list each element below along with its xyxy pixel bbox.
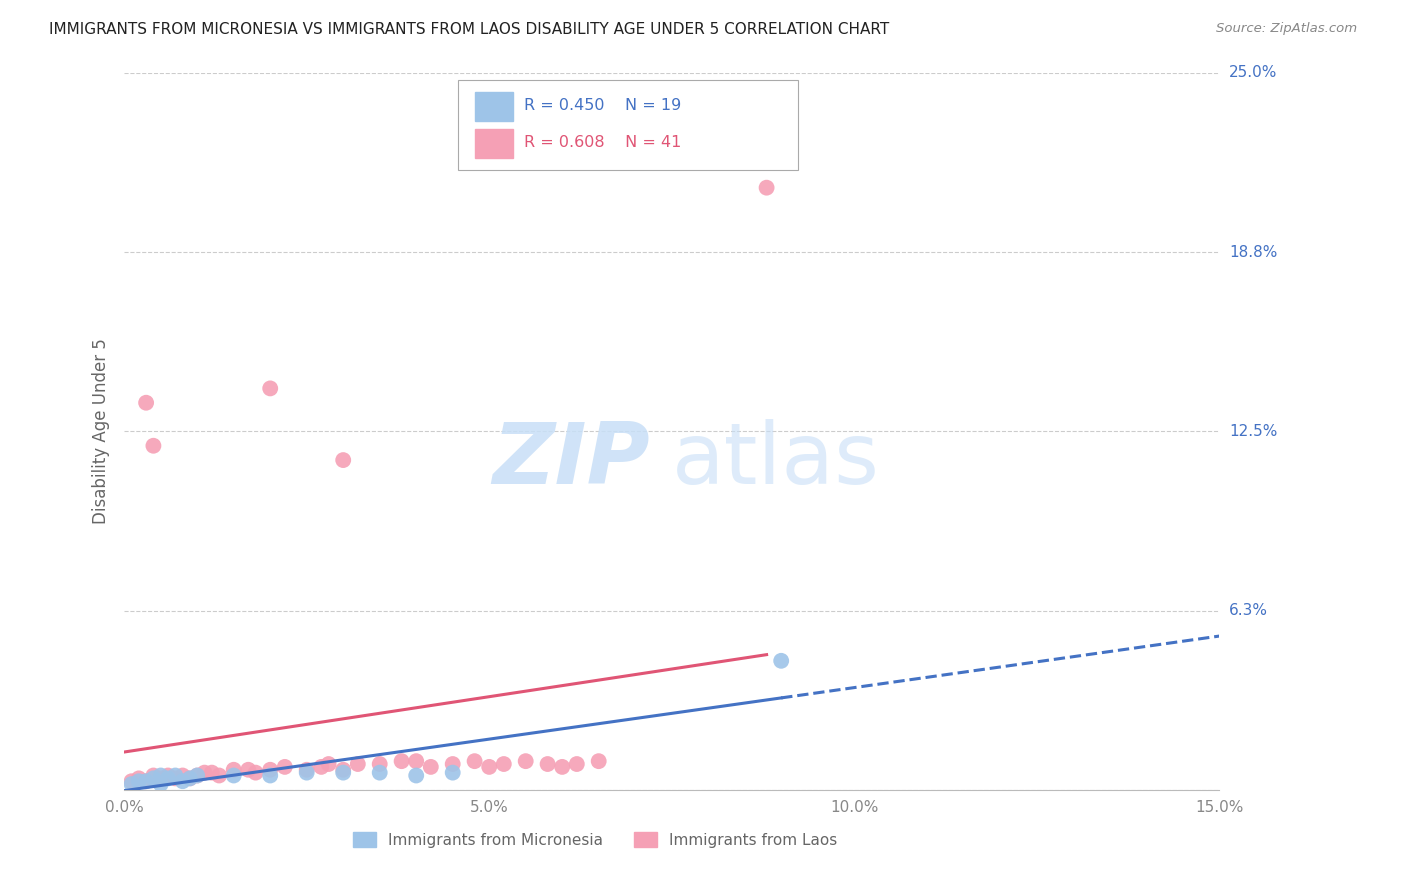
- Point: [245, 765, 267, 780]
- Text: Source: ZipAtlas.com: Source: ZipAtlas.com: [1216, 22, 1357, 36]
- Point: [135, 395, 157, 409]
- Point: [128, 772, 150, 786]
- Point: [149, 777, 172, 791]
- Text: IMMIGRANTS FROM MICRONESIA VS IMMIGRANTS FROM LAOS DISABILITY AGE UNDER 5 CORREL: IMMIGRANTS FROM MICRONESIA VS IMMIGRANTS…: [49, 22, 890, 37]
- Point: [295, 765, 318, 780]
- Point: [551, 760, 574, 774]
- Point: [222, 763, 245, 777]
- Point: [441, 765, 464, 780]
- Text: 18.8%: 18.8%: [1229, 244, 1278, 260]
- Point: [755, 180, 778, 194]
- Point: [179, 772, 201, 786]
- Text: 25.0%: 25.0%: [1229, 65, 1278, 80]
- Point: [121, 774, 143, 789]
- Point: [368, 765, 391, 780]
- Point: [332, 765, 354, 780]
- Point: [332, 453, 354, 467]
- Point: [157, 768, 180, 782]
- Bar: [475, 92, 513, 120]
- Point: [238, 763, 260, 777]
- Point: [405, 754, 427, 768]
- Text: atlas: atlas: [672, 418, 880, 501]
- Point: [149, 768, 172, 782]
- Legend: Immigrants from Micronesia, Immigrants from Laos: Immigrants from Micronesia, Immigrants f…: [347, 826, 844, 854]
- Point: [515, 754, 537, 768]
- Point: [135, 774, 157, 789]
- Point: [193, 765, 215, 780]
- Point: [149, 772, 172, 786]
- Point: [165, 772, 187, 786]
- Point: [142, 439, 165, 453]
- Point: [536, 757, 558, 772]
- Point: [588, 754, 610, 768]
- Point: [478, 760, 501, 774]
- Point: [391, 754, 413, 768]
- Point: [186, 768, 208, 782]
- Point: [172, 768, 194, 782]
- Point: [259, 763, 281, 777]
- Text: ZIP: ZIP: [492, 418, 650, 501]
- Point: [770, 654, 793, 668]
- FancyBboxPatch shape: [458, 80, 797, 169]
- Point: [208, 768, 231, 782]
- Point: [368, 757, 391, 772]
- Point: [172, 774, 194, 789]
- Point: [311, 760, 333, 774]
- Point: [441, 757, 464, 772]
- Point: [142, 768, 165, 782]
- Y-axis label: Disability Age Under 5: Disability Age Under 5: [93, 338, 110, 524]
- Text: 12.5%: 12.5%: [1229, 424, 1278, 439]
- Point: [135, 774, 157, 789]
- Point: [201, 765, 224, 780]
- Point: [121, 777, 143, 791]
- Point: [346, 757, 368, 772]
- Point: [464, 754, 486, 768]
- Point: [157, 772, 180, 786]
- Point: [222, 768, 245, 782]
- Point: [186, 768, 208, 782]
- Text: 6.3%: 6.3%: [1229, 603, 1268, 618]
- Point: [142, 772, 165, 786]
- Bar: [475, 129, 513, 158]
- Point: [565, 757, 588, 772]
- Point: [405, 768, 427, 782]
- Text: R = 0.450    N = 19: R = 0.450 N = 19: [524, 98, 681, 113]
- Point: [332, 763, 354, 777]
- Point: [274, 760, 297, 774]
- Point: [295, 763, 318, 777]
- Point: [492, 757, 515, 772]
- Text: R = 0.608    N = 41: R = 0.608 N = 41: [524, 136, 682, 150]
- Point: [128, 774, 150, 789]
- Point: [419, 760, 441, 774]
- Point: [259, 381, 281, 395]
- Point: [165, 768, 187, 782]
- Point: [179, 772, 201, 786]
- Point: [259, 768, 281, 782]
- Point: [318, 757, 340, 772]
